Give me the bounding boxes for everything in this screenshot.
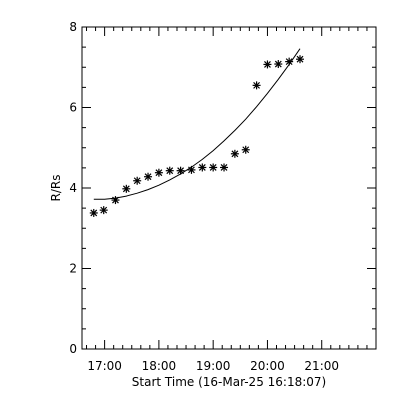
x-tick-label: 18:00 [142, 359, 177, 373]
fit-line [93, 48, 301, 200]
data-points [89, 55, 305, 217]
data-point [154, 168, 163, 177]
x-tick-label: 21:00 [304, 359, 339, 373]
y-tick-label: 2 [69, 262, 77, 276]
data-point [296, 55, 305, 64]
data-point [133, 176, 142, 185]
data-point [263, 60, 272, 69]
data-point [122, 184, 131, 193]
data-point [252, 81, 261, 90]
data-point [99, 206, 108, 215]
data-point [285, 57, 294, 66]
tick-labels: 17:00 18:00 19:00 20:00 21:00 0 2 4 6 8 [69, 20, 339, 373]
y-tick-label: 8 [69, 20, 77, 34]
data-point [209, 163, 218, 172]
y-axis-label: R/Rs [49, 175, 63, 202]
data-point [144, 172, 153, 181]
data-point [230, 149, 239, 158]
data-point [220, 163, 229, 172]
data-point [111, 196, 120, 205]
data-point [176, 166, 185, 175]
data-point [165, 166, 174, 175]
x-tick-label: 17:00 [87, 359, 122, 373]
data-point [89, 208, 98, 217]
axis-ticks [82, 26, 376, 350]
x-tick-label: 19:00 [196, 359, 231, 373]
data-point [198, 163, 207, 172]
data-point [187, 165, 196, 174]
y-tick-label: 4 [69, 181, 77, 195]
x-tick-label: 20:00 [250, 359, 285, 373]
y-tick-label: 6 [69, 101, 77, 115]
x-axis-label: Start Time (16-Mar-25 16:18:07) [132, 375, 326, 389]
data-point [241, 145, 250, 154]
y-tick-label: 0 [69, 342, 77, 356]
data-point [274, 60, 283, 69]
